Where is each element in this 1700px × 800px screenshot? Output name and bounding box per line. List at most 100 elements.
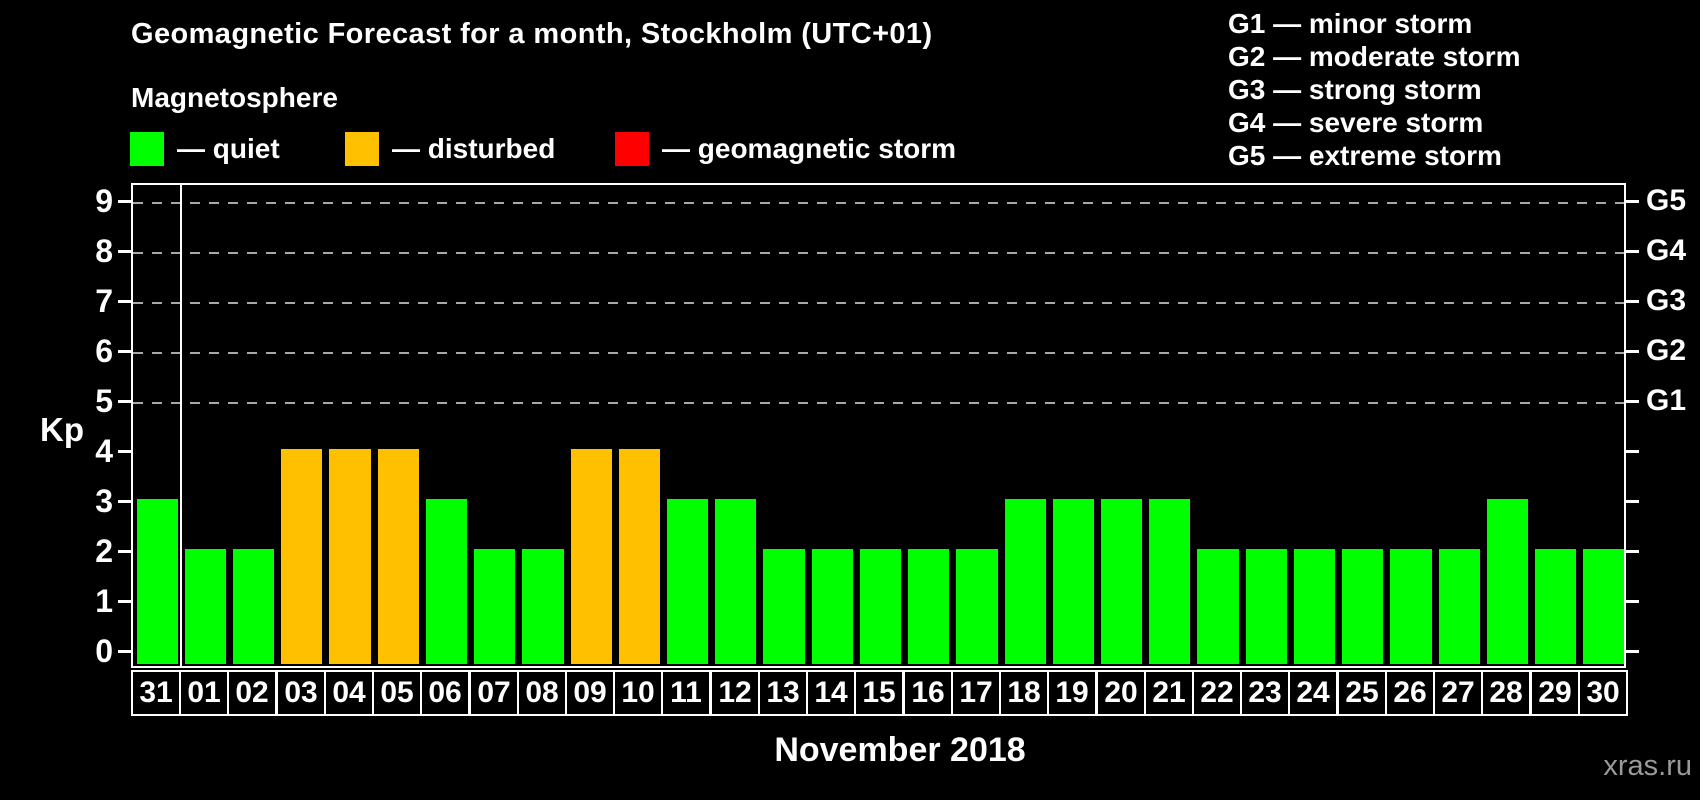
- day-label-28: 28: [1481, 670, 1531, 716]
- y-tick-label-0: 0: [95, 633, 113, 669]
- kp-bar-day-10: [618, 449, 660, 664]
- watermark: xras.ru: [1603, 750, 1692, 782]
- right-axis-label-g2: G2: [1646, 334, 1687, 367]
- kp-bar-day-08: [522, 549, 564, 664]
- kp-bar-day-06: [425, 499, 468, 664]
- day-label-15: 15: [854, 670, 904, 716]
- kp-bar-day-22: [1197, 549, 1239, 664]
- y-tick-label-1: 1: [95, 583, 113, 619]
- y-tick-label-6: 6: [95, 333, 113, 369]
- day-label-09: 09: [565, 670, 615, 716]
- gridline-kp6: [133, 352, 1624, 354]
- kp-bar-day-16: [908, 549, 950, 664]
- kp-bar-day-29: [1535, 549, 1577, 664]
- y-tick-label-8: 8: [95, 233, 113, 269]
- legend-item-quiet: — quiet: [130, 131, 280, 167]
- right-axis-label-g1: G1: [1646, 384, 1687, 417]
- kp-bar-day-05: [377, 449, 419, 664]
- gridline-kp5: [133, 402, 1624, 404]
- kp-bar-day-21: [1149, 499, 1191, 664]
- right-tick-4: [1626, 450, 1639, 453]
- day-label-16: 16: [903, 670, 953, 716]
- y-tick-8: [118, 250, 131, 253]
- kp-bar-day-30: [1583, 549, 1625, 664]
- day-label-07: 07: [469, 670, 519, 716]
- x-axis-day-row: 31 01 02 03 04 05 06 07 08 09 10 11 12 13 14 15 16 17 18 19…: [131, 670, 1628, 716]
- plot-area: [131, 183, 1626, 668]
- kp-bar-day-12: [715, 499, 757, 664]
- kp-bar-day-18: [1004, 499, 1046, 664]
- gridline-kp7: [133, 302, 1624, 304]
- day-label-26: 26: [1385, 670, 1435, 716]
- gridline-kp9: [133, 202, 1624, 204]
- y-tick-label-2: 2: [95, 533, 113, 569]
- y-tick-label-3: 3: [95, 483, 113, 519]
- y-tick-6: [118, 350, 131, 353]
- storm-scale-line-g5: G5 — extreme storm: [1228, 140, 1502, 171]
- y-tick-5: [118, 400, 131, 403]
- day-label-24: 24: [1288, 670, 1338, 716]
- right-tick-9: [1626, 200, 1639, 203]
- kp-bar-day-13: [763, 549, 805, 664]
- day-label-23: 23: [1240, 670, 1290, 716]
- y-tick-7: [118, 300, 131, 303]
- x-axis-month-label: November 2018: [774, 731, 1026, 769]
- kp-bar-day-19: [1052, 499, 1094, 664]
- storm-swatch-icon: [615, 132, 649, 166]
- y-tick-9: [118, 200, 131, 203]
- right-axis-label-g5: G5: [1646, 184, 1687, 217]
- chart-title: Geomagnetic Forecast for a month, Stockh…: [131, 18, 933, 50]
- kp-bar-day-07: [474, 549, 516, 664]
- y-axis-label: Kp: [40, 411, 84, 448]
- y-tick-label-7: 7: [95, 283, 113, 319]
- kp-bar-day-26: [1390, 549, 1432, 664]
- day-label-25: 25: [1337, 670, 1387, 716]
- day-label-20: 20: [1096, 670, 1146, 716]
- day-label-03: 03: [276, 670, 326, 716]
- day-label-06: 06: [420, 670, 470, 716]
- day-label-11: 11: [661, 670, 711, 716]
- legend-item-disturbed: — disturbed: [345, 131, 555, 167]
- storm-scale-line-g4: G4 — severe storm: [1228, 107, 1484, 138]
- kp-bar-day-31: [136, 499, 178, 664]
- day-label-17: 17: [951, 670, 1001, 716]
- y-tick-0: [118, 650, 131, 653]
- day-label-10: 10: [613, 670, 663, 716]
- storm-scale-line-g3: G3 — strong storm: [1228, 74, 1482, 105]
- day-label-31: 31: [131, 670, 181, 716]
- day-label-19: 19: [1047, 670, 1097, 716]
- right-axis-label-g3: G3: [1646, 284, 1687, 317]
- disturbed-swatch-icon: [345, 132, 379, 166]
- right-axis-label-g4: G4: [1646, 234, 1687, 267]
- day-label-04: 04: [324, 670, 374, 716]
- kp-bar-day-24: [1293, 549, 1336, 664]
- day-label-22: 22: [1192, 670, 1242, 716]
- chart-subtitle: Magnetosphere: [131, 82, 338, 113]
- day-label-01: 01: [179, 670, 229, 716]
- kp-bar-day-09: [570, 449, 612, 664]
- kp-bar-day-02: [232, 549, 275, 664]
- day-label-05: 05: [372, 670, 422, 716]
- right-tick-5: [1626, 400, 1639, 403]
- right-tick-8: [1626, 250, 1639, 253]
- day-label-14: 14: [806, 670, 856, 716]
- quiet-swatch-icon: [130, 132, 164, 166]
- y-tick-label-9: 9: [95, 183, 113, 219]
- day-label-29: 29: [1530, 670, 1580, 716]
- kp-bar-day-20: [1101, 499, 1143, 664]
- legend-item-label: — quiet: [177, 133, 280, 164]
- day-label-21: 21: [1144, 670, 1194, 716]
- storm-scale-line-g1: G1 — minor storm: [1228, 8, 1473, 39]
- day-label-27: 27: [1433, 670, 1483, 716]
- right-tick-7: [1626, 300, 1639, 303]
- kp-bar-day-23: [1245, 549, 1287, 664]
- kp-bar-day-04: [329, 449, 371, 664]
- gridline-kp8: [133, 252, 1624, 254]
- day-label-30: 30: [1578, 670, 1628, 716]
- day-label-12: 12: [710, 670, 760, 716]
- kp-bar-day-11: [666, 499, 709, 664]
- kp-bar-day-14: [811, 549, 853, 664]
- y-tick-1: [118, 600, 131, 603]
- right-tick-6: [1626, 350, 1639, 353]
